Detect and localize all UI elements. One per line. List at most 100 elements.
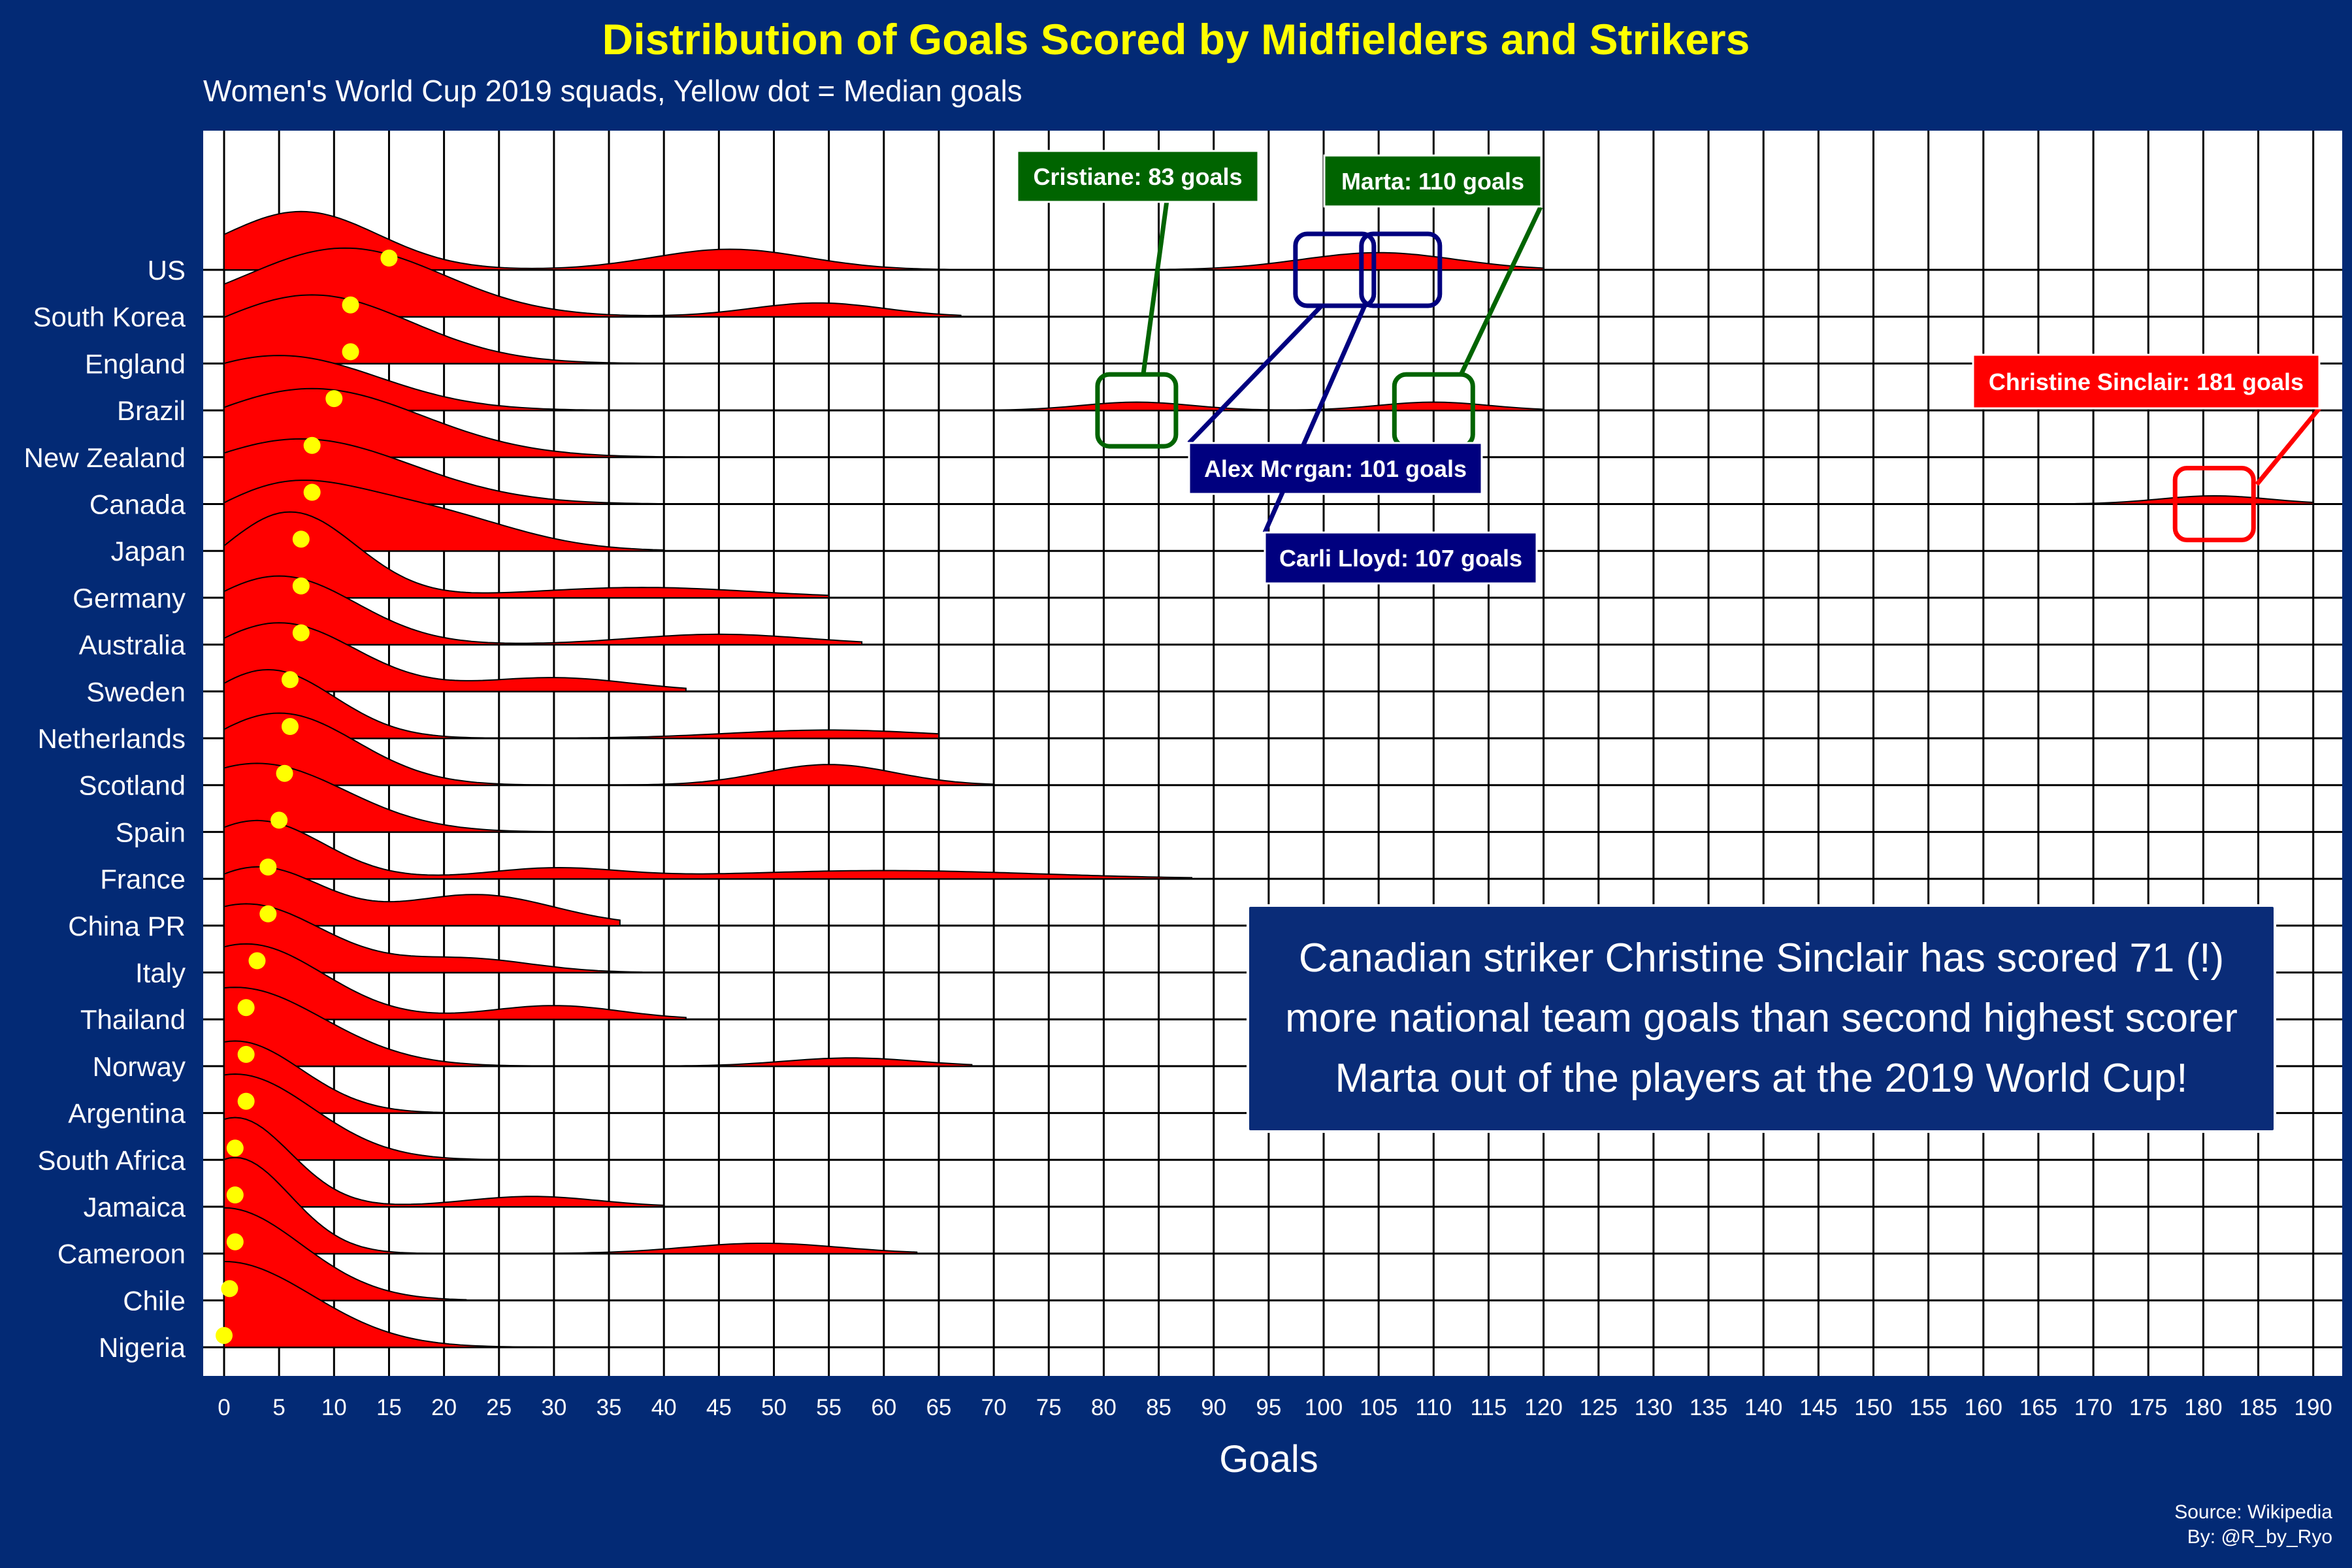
ridge-england — [223, 294, 687, 365]
annotation-leader — [1262, 304, 1367, 534]
ridge-france — [223, 819, 1193, 880]
y-axis-label: Japan — [111, 536, 186, 566]
x-tick-label: 10 — [321, 1395, 347, 1420]
y-axis-label: Canada — [90, 489, 186, 520]
chart-title: Distribution of Goals Scored by Midfield… — [602, 15, 1750, 63]
median-dot — [237, 1092, 255, 1110]
y-axis-label: Scotland — [79, 770, 186, 801]
chart-subtitle: Women's World Cup 2019 squads, Yellow do… — [203, 74, 1022, 108]
x-tick-label: 185 — [2239, 1395, 2277, 1420]
annotation-label-box — [1323, 154, 1543, 208]
median-dot — [281, 718, 299, 735]
annotation-highlight — [1095, 372, 1179, 449]
callout-text: Canadian striker Christine Sinclair has … — [1285, 936, 2238, 1101]
median-dot — [226, 1186, 244, 1203]
x-tick-label: 25 — [486, 1395, 512, 1420]
ridge-new-zealand — [223, 387, 720, 458]
x-tick-label: 120 — [1524, 1395, 1562, 1420]
x-tick-label: 170 — [2074, 1395, 2112, 1420]
y-axis-label: Germany — [73, 583, 186, 613]
x-tick-label: 115 — [1471, 1395, 1507, 1420]
annotation-label: Alex Morgan: 101 goals — [1204, 455, 1467, 482]
x-tick-label: 30 — [541, 1395, 566, 1420]
y-axis-label: Argentina — [68, 1098, 186, 1129]
ridge-south-africa — [223, 1073, 554, 1161]
x-tick-label: 165 — [2019, 1395, 2057, 1420]
x-tick-label: 35 — [596, 1395, 622, 1420]
x-tick-label: 50 — [761, 1395, 787, 1420]
median-dot — [281, 671, 299, 689]
x-tick-label: 190 — [2294, 1395, 2332, 1420]
x-tick-label: 55 — [816, 1395, 841, 1420]
annotation-leader — [1141, 200, 1169, 375]
median-dot — [292, 577, 310, 595]
y-axis-label: England — [85, 348, 186, 379]
ridge-canada — [223, 438, 2314, 505]
median-dot — [342, 343, 359, 361]
ridge-layer — [223, 210, 2314, 1348]
annotation-highlight — [1359, 231, 1443, 308]
median-dot — [259, 858, 277, 876]
y-axis-labels: US South Korea England Brazil New Zealand Can… — [24, 255, 186, 1363]
annotation-label-box — [1016, 150, 1260, 203]
median-dot — [303, 436, 321, 454]
x-tick-label: 90 — [1201, 1395, 1226, 1420]
x-tick-label: 60 — [871, 1395, 896, 1420]
x-axis-ticks: 0 5 10 15 20 25 30 35 40 45 50 55 60 65 70 75 80 85 90 95 10… — [218, 1395, 2332, 1420]
x-tick-label: 65 — [926, 1395, 951, 1420]
x-tick-label: 5 — [272, 1395, 285, 1420]
median-dots — [216, 250, 398, 1345]
y-axis-label: Nigeria — [99, 1332, 186, 1363]
annotation-label-box — [1972, 353, 2321, 410]
x-tick-label: 80 — [1091, 1395, 1117, 1420]
y-axis-label: South Africa — [38, 1145, 186, 1175]
annotation-leader — [1459, 206, 1543, 376]
x-tick-label: 155 — [1909, 1395, 1947, 1420]
y-axis-label: South Korea — [33, 302, 186, 333]
y-axis-label: Italy — [135, 958, 186, 988]
annotation-layer: Cristiane: 83 goals Marta: 110 goals Alex … — [1016, 150, 2321, 585]
x-tick-label: 135 — [1690, 1395, 1727, 1420]
ridge-south-korea — [223, 247, 962, 318]
median-dot — [259, 905, 277, 923]
y-axis-label: New Zealand — [24, 442, 186, 473]
median-dot — [325, 390, 343, 408]
sinclair-callout: Canadian striker Christine Sinclair has … — [1247, 904, 2276, 1133]
x-tick-label: 20 — [431, 1395, 457, 1420]
author-line: By: @R_by_Ryo — [2187, 1526, 2332, 1548]
y-axis-label: US — [148, 255, 186, 286]
ridge-italy — [223, 903, 643, 973]
y-axis-label: Netherlands — [38, 723, 186, 754]
y-axis-label: Australia — [79, 630, 186, 661]
x-tick-label: 150 — [1854, 1395, 1892, 1420]
median-dot — [303, 483, 321, 501]
x-tick-label: 145 — [1799, 1395, 1837, 1420]
x-tick-label: 70 — [981, 1395, 1007, 1420]
median-dot — [380, 250, 398, 267]
ridge-norway — [223, 987, 973, 1067]
y-axis-label: Cameroon — [57, 1239, 186, 1269]
ridge-nigeria — [223, 1260, 576, 1348]
median-dot — [292, 531, 310, 548]
ridge-spain — [223, 762, 664, 833]
x-tick-label: 100 — [1305, 1395, 1343, 1420]
annotation-label-box — [1264, 531, 1538, 585]
median-dot — [226, 1139, 244, 1157]
annotation-label: Cristiane: 83 goals — [1033, 163, 1242, 190]
annotation-label: Christine Sinclair: 181 goals — [1989, 368, 2304, 395]
annotation-label: Marta: 110 goals — [1341, 168, 1524, 195]
y-axis-label: Thailand — [80, 1004, 186, 1035]
x-tick-label: 125 — [1580, 1395, 1618, 1420]
y-axis-label: China PR — [68, 911, 186, 941]
x-tick-label: 95 — [1256, 1395, 1281, 1420]
source-note: Source: Wikipedia By: @R_by_Ryo — [2174, 1500, 2332, 1550]
annotation-label-box — [1188, 442, 1483, 495]
y-axis-label: France — [100, 864, 186, 894]
ridge-chile — [223, 1207, 467, 1301]
ridge-thailand — [223, 943, 687, 1021]
median-dot — [270, 811, 288, 829]
x-tick-label: 175 — [2129, 1395, 2167, 1420]
annotation-leader — [2255, 406, 2321, 486]
x-tick-label: 180 — [2184, 1395, 2222, 1420]
y-axis-label: Norway — [93, 1051, 186, 1082]
